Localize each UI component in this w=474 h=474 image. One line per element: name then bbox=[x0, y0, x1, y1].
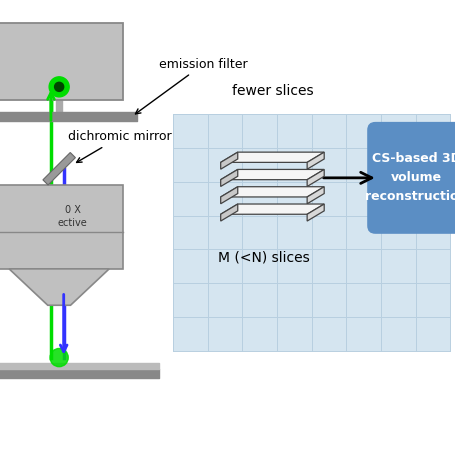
Text: CS-based 3D
volume
reconstruction: CS-based 3D volume reconstruction bbox=[365, 152, 467, 203]
Text: emission filter: emission filter bbox=[136, 58, 248, 114]
Bar bbox=[173, 114, 450, 351]
Polygon shape bbox=[43, 153, 75, 185]
Polygon shape bbox=[307, 152, 324, 169]
Polygon shape bbox=[221, 187, 324, 197]
Bar bbox=[0, 23, 123, 100]
FancyBboxPatch shape bbox=[367, 122, 465, 234]
Polygon shape bbox=[221, 169, 324, 180]
Circle shape bbox=[50, 348, 68, 367]
Polygon shape bbox=[221, 204, 324, 214]
Text: fewer slices: fewer slices bbox=[232, 84, 314, 99]
Polygon shape bbox=[221, 152, 324, 163]
Bar bbox=[0, 185, 123, 269]
Polygon shape bbox=[221, 187, 238, 204]
Polygon shape bbox=[307, 169, 324, 186]
Polygon shape bbox=[307, 204, 324, 221]
Text: ective: ective bbox=[58, 219, 88, 228]
Polygon shape bbox=[221, 204, 238, 221]
Polygon shape bbox=[221, 169, 238, 186]
Text: M (<N) slices: M (<N) slices bbox=[218, 250, 310, 264]
Text: dichromic mirror: dichromic mirror bbox=[68, 130, 172, 163]
Circle shape bbox=[55, 82, 64, 91]
Polygon shape bbox=[221, 152, 238, 169]
Polygon shape bbox=[307, 187, 324, 204]
Circle shape bbox=[49, 77, 69, 97]
Text: 0 X: 0 X bbox=[65, 205, 81, 215]
Polygon shape bbox=[9, 269, 109, 305]
